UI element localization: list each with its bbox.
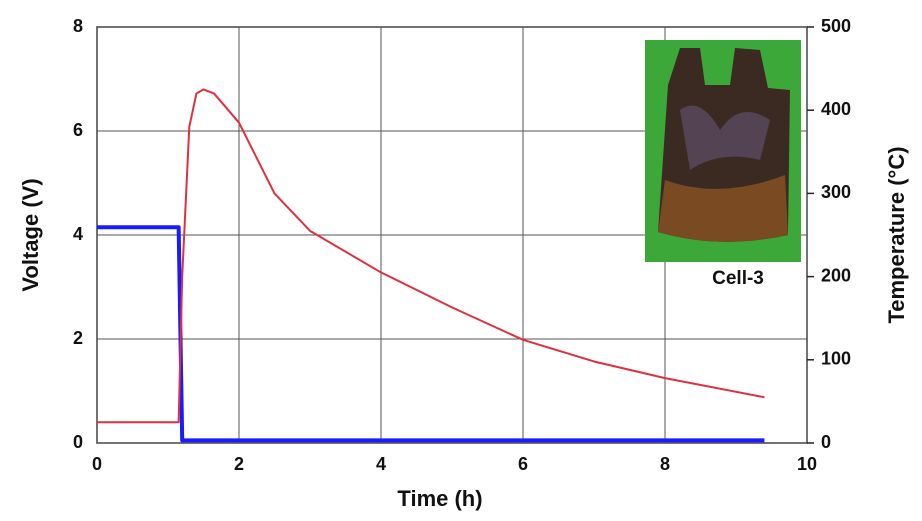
- y-tick-label: 2: [73, 328, 83, 348]
- x-tick-label: 2: [234, 454, 244, 474]
- x-tick-label: 4: [376, 454, 386, 474]
- y2-tick-label: 500: [821, 16, 851, 36]
- y2-tick-label: 300: [821, 182, 851, 202]
- x-tick-label: 10: [797, 454, 817, 474]
- x-tick-label: 0: [92, 454, 102, 474]
- inset-photo: [645, 40, 801, 262]
- y-tick-label: 8: [73, 16, 83, 36]
- x-tick-label: 6: [518, 454, 528, 474]
- y-tick-label: 4: [73, 224, 83, 244]
- y-tick-label: 6: [73, 120, 83, 140]
- y2-axis-title: Temperature (°C): [884, 146, 909, 323]
- x-tick-label: 8: [660, 454, 670, 474]
- y-tick-label: 0: [73, 432, 83, 452]
- x-axis-title: Time (h): [397, 486, 482, 511]
- y2-tick-label: 100: [821, 349, 851, 369]
- y2-tick-label: 0: [821, 432, 831, 452]
- series-line: [97, 88, 765, 424]
- y2-tick-label: 200: [821, 265, 851, 285]
- y2-tick-label: 400: [821, 99, 851, 119]
- inset-label: Cell-3: [712, 268, 764, 289]
- y-axis-title: Voltage (V): [18, 178, 43, 291]
